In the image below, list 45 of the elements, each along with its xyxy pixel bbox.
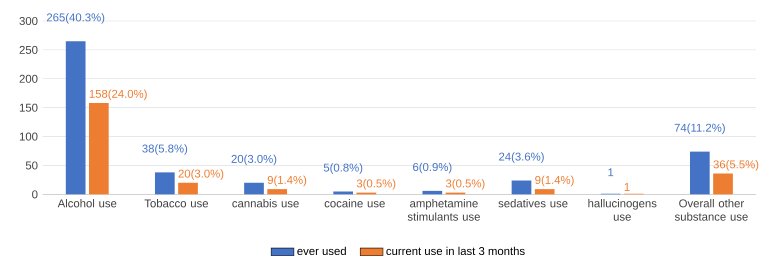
y-tick-label: 150 [20, 104, 38, 112]
bar [267, 189, 288, 194]
data-label: 9(1.4%) [268, 176, 306, 186]
bar [66, 41, 86, 194]
bar [154, 172, 175, 194]
legend-label: current use in last 3 months [386, 246, 525, 256]
bar [178, 182, 198, 194]
x-tick-label: sedatives use [498, 199, 568, 208]
legend-label: ever used [297, 246, 346, 256]
data-label: 20(3.0%) [178, 169, 224, 180]
data-label: 1 [608, 168, 614, 176]
data-label: 265(40.3%) [46, 13, 104, 24]
y-tick-label: 0 [32, 190, 38, 198]
x-tick-label: Overall other substance use [674, 199, 748, 221]
y-tick-label: 250 [20, 46, 38, 54]
data-label: 6(0.9%) [413, 162, 452, 174]
data-label: 24(3.6%) [499, 152, 544, 163]
y-tick-label: 300 [19, 17, 38, 26]
data-label: 3(0.5%) [446, 179, 484, 190]
bar [422, 190, 442, 194]
y-tick-label: 200 [20, 74, 38, 83]
data-label: 1 [624, 183, 630, 191]
x-tick-label: Alcohol use [58, 199, 116, 208]
data-label: 36(5.5%) [713, 160, 758, 171]
data-label: 74(11.2%) [674, 123, 725, 134]
bar [534, 189, 555, 194]
x-tick-label: cocaine use [324, 199, 385, 208]
data-label: 3(0.5%) [356, 179, 396, 190]
x-tick-label: cannabis use [232, 199, 299, 208]
y-tick-label: 50 [26, 161, 38, 170]
data-label: 20(3.0%) [232, 154, 276, 166]
data-label: 38(5.8%) [142, 144, 188, 155]
bar [333, 191, 354, 194]
bar [88, 103, 109, 194]
data-label: 158(24.0%) [90, 90, 147, 100]
x-tick-label: Tobacco use [144, 199, 208, 208]
x-tick-label: amphetamine stimulants use [408, 199, 480, 221]
bar [713, 174, 733, 194]
data-label: 5(0.8%) [324, 163, 362, 174]
x-tick-label: hallucinogens use [588, 199, 656, 221]
bar [690, 152, 710, 194]
y-tick-label: 100 [20, 132, 38, 141]
data-label: 9(1.4%) [535, 176, 574, 186]
bar [512, 180, 532, 194]
bar [244, 182, 264, 194]
